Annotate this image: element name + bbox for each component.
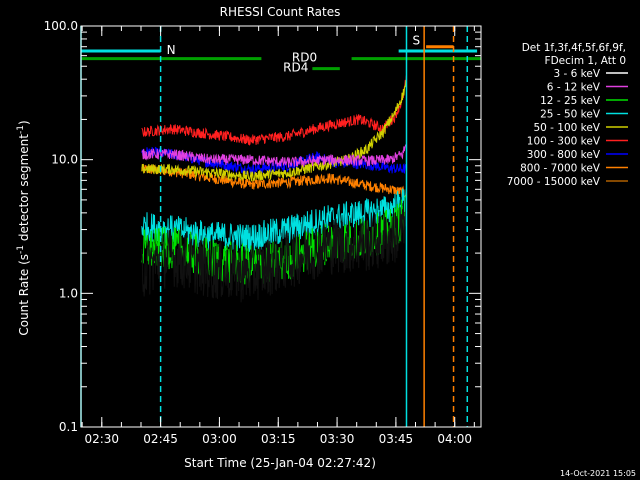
legend-label: 300 - 800 keV <box>527 149 601 161</box>
y-tick-label: 100.0 <box>44 19 78 33</box>
x-tick-label: 03:15 <box>261 432 296 446</box>
y-tick-label: 10.0 <box>51 153 78 167</box>
x-tick-label: 02:30 <box>84 432 119 446</box>
legend-label: 12 - 25 keV <box>540 95 601 107</box>
x-axis-label: Start Time (25-Jan-04 02:27:42) <box>184 456 376 470</box>
y-axis-label-part: Count Rate (s <box>17 254 31 336</box>
y-axis-label-part: ) <box>17 120 31 125</box>
plot-frame <box>80 25 482 428</box>
series-6-12-kev-line <box>141 143 407 168</box>
x-tick-label: 04:00 <box>437 432 472 446</box>
y-axis-label: Count Rate (s-1 detector segment-1) <box>16 120 31 335</box>
legend: Det 1f,3f,4f,5f,6f,9f, FDecim 1, Att 0 3… <box>507 42 628 188</box>
y-tick-label: 1.0 <box>59 286 78 300</box>
legend-header-1: Det 1f,3f,4f,5f,6f,9f, <box>522 42 626 54</box>
y-axis: 0.1 1.0 10.0 100.0 <box>44 19 481 434</box>
series-layer <box>141 75 407 303</box>
x-axis: 02:30 02:45 03:00 03:15 03:30 03:45 04:00 <box>81 26 475 446</box>
x-tick-label: 03:30 <box>320 432 355 446</box>
flag-s-label: S <box>412 34 420 48</box>
y-axis-label-part: -1 <box>16 245 26 254</box>
flag-n-label: N <box>167 43 176 57</box>
legend-label: 800 - 7000 keV <box>520 163 601 175</box>
chart-title: RHESSI Count Rates <box>220 5 341 19</box>
legend-label: 50 - 100 keV <box>533 122 600 134</box>
legend-label: 3 - 6 keV <box>553 68 600 80</box>
series-3-6-kev-line <box>141 197 407 303</box>
y-axis-label-part: -1 <box>16 125 26 134</box>
flag-rd0-label: RD0 <box>292 51 317 65</box>
legend-header-2: FDecim 1, Att 0 <box>545 55 626 67</box>
legend-label: 7000 - 15000 keV <box>507 176 601 188</box>
legend-label: 6 - 12 keV <box>547 82 601 94</box>
flag-rd4-label: RD4 <box>283 61 308 75</box>
series-100-300-kev-line <box>141 75 407 146</box>
y-axis-label-part: detector segment <box>17 134 31 245</box>
x-tick-label: 03:45 <box>379 432 414 446</box>
series-50-100-kev-line <box>141 79 407 182</box>
y-tick-label: 0.1 <box>59 420 78 434</box>
legend-label: 100 - 300 keV <box>527 136 601 148</box>
series-25-50-kev-line <box>141 188 407 253</box>
x-tick-label: 02:45 <box>143 432 178 446</box>
legend-label: 25 - 50 keV <box>540 109 601 121</box>
x-tick-label: 03:00 <box>202 432 237 446</box>
series-800-7000-kev-line <box>141 163 407 198</box>
timestamp: 14-Oct-2021 15:05 <box>560 469 636 478</box>
